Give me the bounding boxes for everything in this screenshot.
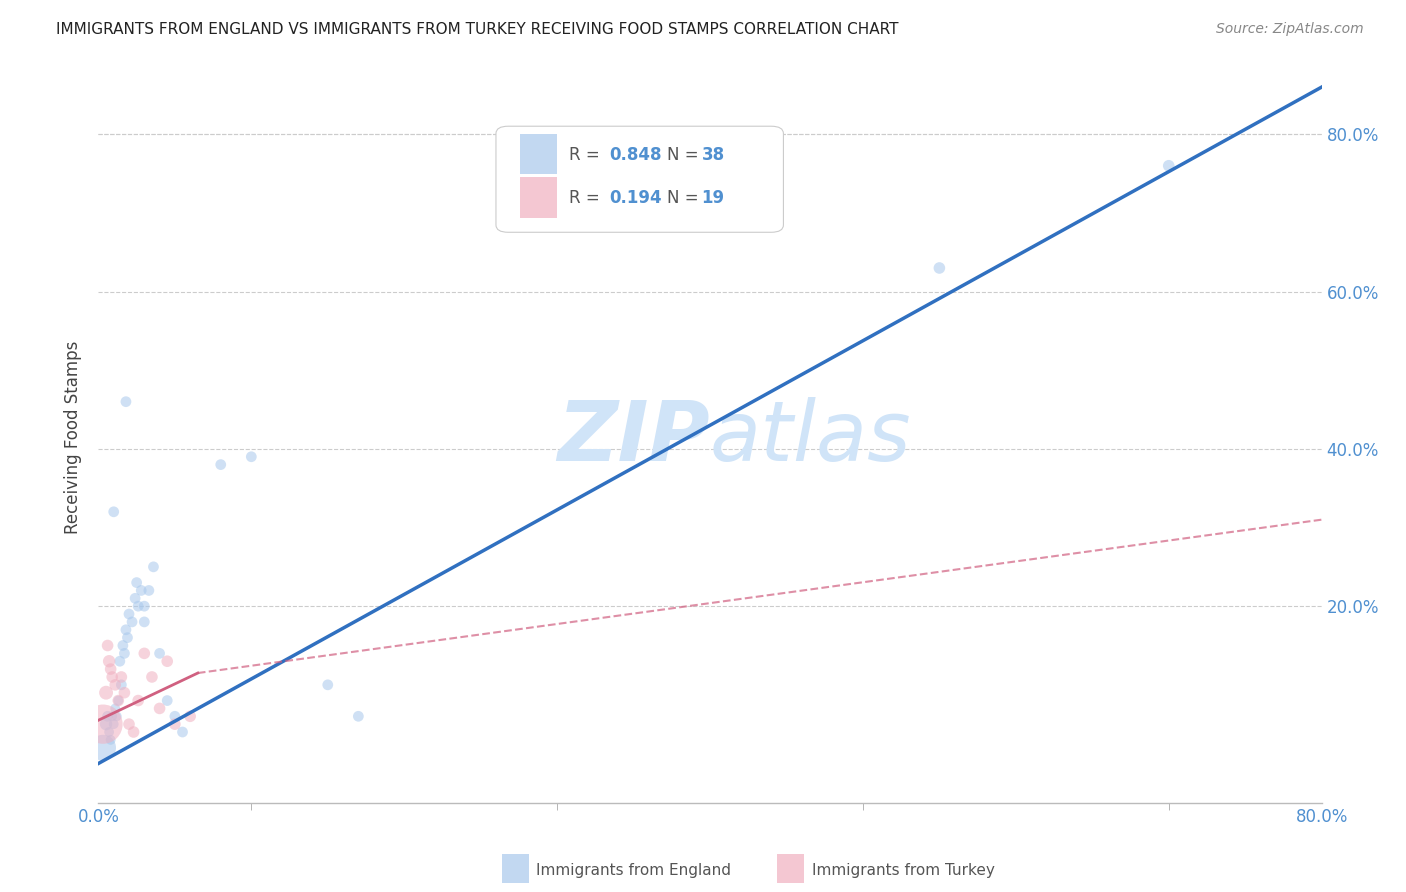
Point <box>101 709 124 723</box>
Point <box>115 394 138 409</box>
Point <box>104 678 127 692</box>
Point <box>100 732 122 747</box>
Point <box>163 717 186 731</box>
Point <box>108 654 131 668</box>
Point <box>112 686 135 700</box>
Point <box>127 599 149 614</box>
FancyBboxPatch shape <box>520 134 557 174</box>
Point <box>117 631 139 645</box>
Point <box>103 505 125 519</box>
Point <box>127 693 149 707</box>
Point <box>98 725 121 739</box>
Point <box>110 670 132 684</box>
Text: ZIP: ZIP <box>557 397 710 477</box>
Point <box>107 693 129 707</box>
Point <box>122 725 145 739</box>
Text: R =: R = <box>569 146 600 164</box>
Point <box>156 654 179 668</box>
Point <box>134 615 156 629</box>
FancyBboxPatch shape <box>520 178 557 218</box>
Point <box>141 670 163 684</box>
Point <box>110 678 132 692</box>
Point <box>347 709 370 723</box>
Point <box>163 709 186 723</box>
Point <box>149 646 172 660</box>
Text: atlas: atlas <box>710 397 911 477</box>
Point <box>1157 159 1180 173</box>
Point <box>156 693 179 707</box>
Text: N =: N = <box>668 189 699 207</box>
Point <box>124 591 146 606</box>
Point <box>316 678 339 692</box>
Text: 19: 19 <box>702 189 724 207</box>
Point <box>91 717 114 731</box>
Text: 0.194: 0.194 <box>610 189 662 207</box>
Point <box>138 583 160 598</box>
Point <box>111 639 134 653</box>
Point <box>101 670 124 684</box>
Text: Source: ZipAtlas.com: Source: ZipAtlas.com <box>1216 22 1364 37</box>
Point <box>125 575 148 590</box>
Point <box>105 709 128 723</box>
Point <box>94 686 117 700</box>
Text: 38: 38 <box>702 146 724 164</box>
FancyBboxPatch shape <box>502 854 529 883</box>
Point <box>91 740 114 755</box>
Point <box>118 717 141 731</box>
FancyBboxPatch shape <box>778 854 804 883</box>
Point <box>98 654 121 668</box>
Point <box>97 639 120 653</box>
Point <box>129 583 152 598</box>
Point <box>209 458 232 472</box>
Point <box>118 607 141 621</box>
Text: Immigrants from England: Immigrants from England <box>536 863 731 878</box>
Point <box>928 260 950 275</box>
Text: Immigrants from Turkey: Immigrants from Turkey <box>811 863 994 878</box>
Point <box>149 701 172 715</box>
Point <box>240 450 263 464</box>
Point <box>115 623 138 637</box>
Point <box>134 646 156 660</box>
Point <box>97 709 120 723</box>
Y-axis label: Receiving Food Stamps: Receiving Food Stamps <box>65 341 83 533</box>
Point <box>134 599 156 614</box>
FancyBboxPatch shape <box>496 126 783 232</box>
Point <box>112 646 135 660</box>
Text: IMMIGRANTS FROM ENGLAND VS IMMIGRANTS FROM TURKEY RECEIVING FOOD STAMPS CORRELAT: IMMIGRANTS FROM ENGLAND VS IMMIGRANTS FR… <box>56 22 898 37</box>
Point <box>107 693 129 707</box>
Point <box>172 725 194 739</box>
Point <box>121 615 143 629</box>
Point <box>103 717 125 731</box>
Point <box>94 717 117 731</box>
Point <box>100 662 122 676</box>
Point <box>104 701 127 715</box>
Point <box>142 559 165 574</box>
Text: 0.848: 0.848 <box>610 146 662 164</box>
Point <box>179 709 201 723</box>
Text: N =: N = <box>668 146 699 164</box>
Text: R =: R = <box>569 189 600 207</box>
